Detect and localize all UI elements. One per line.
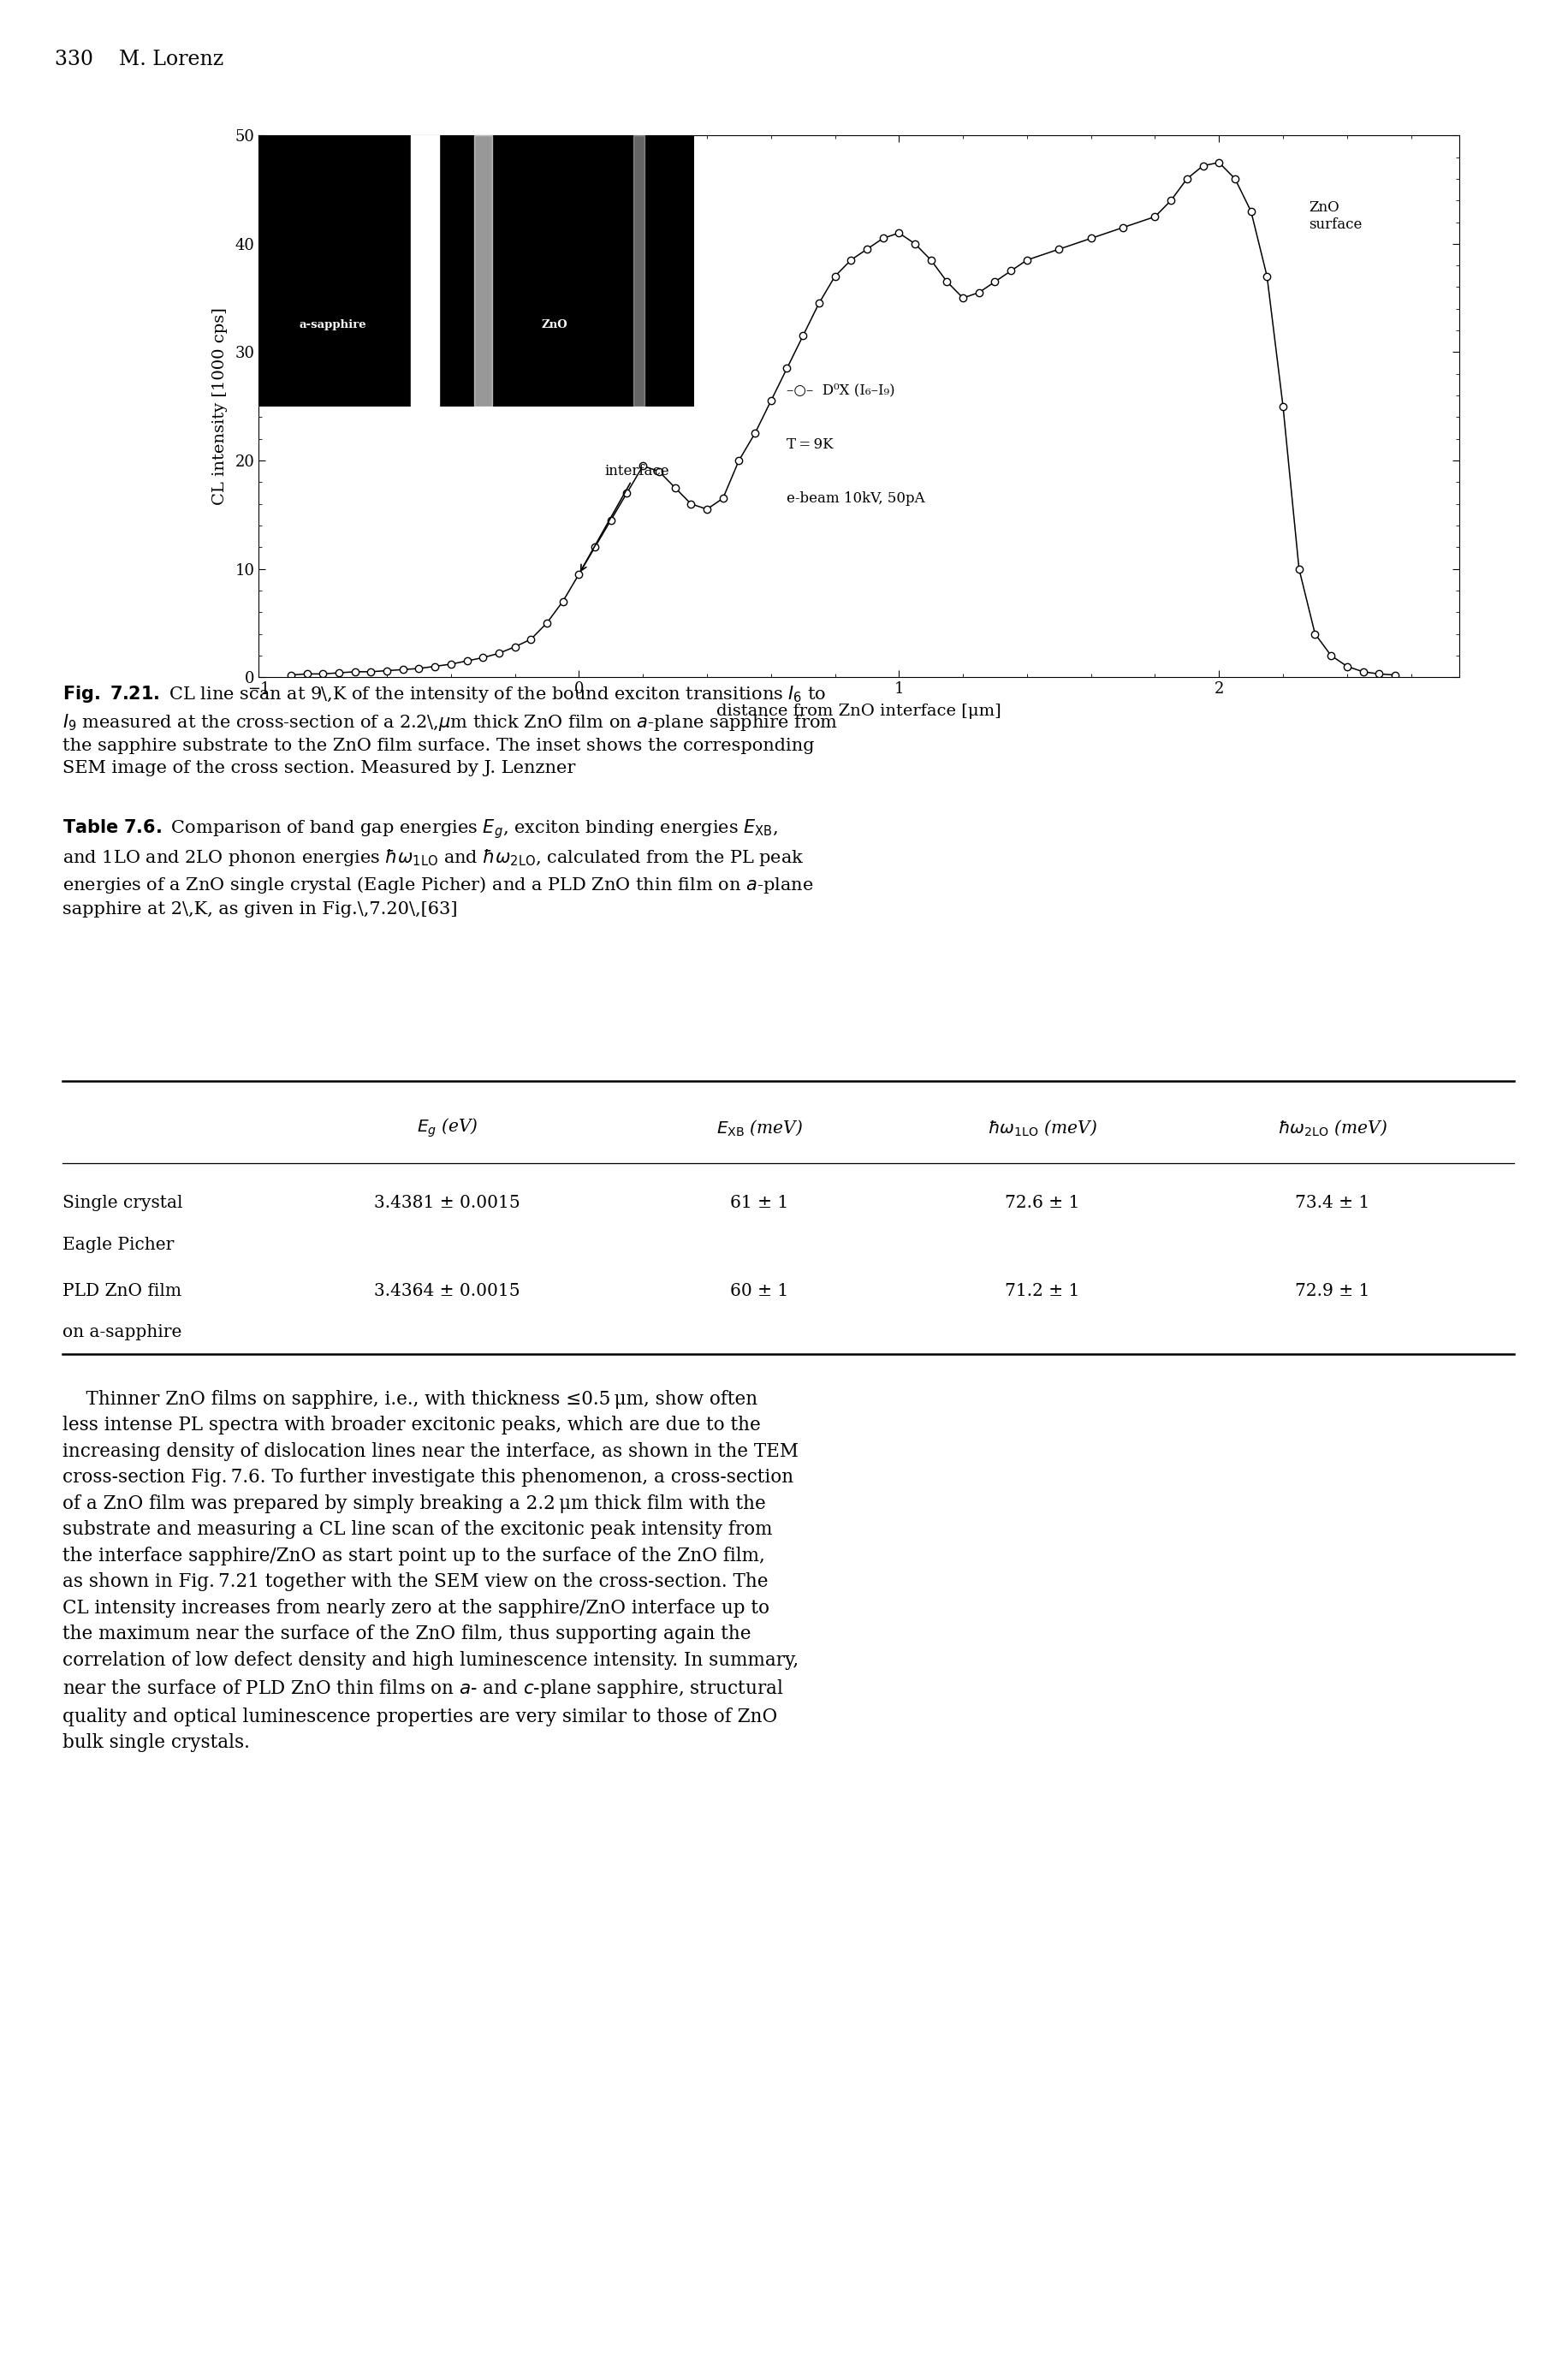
Text: $\hbar\omega_{\rm 1LO}$ (meV): $\hbar\omega_{\rm 1LO}$ (meV) <box>986 1117 1096 1138</box>
Text: on a-sapphire: on a-sapphire <box>63 1323 182 1340</box>
Text: a-sapphire: a-sapphire <box>299 318 367 330</box>
Text: Single crystal: Single crystal <box>63 1195 183 1212</box>
Text: Eagle Picher: Eagle Picher <box>63 1238 174 1252</box>
Y-axis label: CL intensity [1000 cps]: CL intensity [1000 cps] <box>212 307 227 506</box>
Text: 71.2 ± 1: 71.2 ± 1 <box>1005 1283 1079 1300</box>
Text: interface: interface <box>580 463 670 570</box>
Text: $E_g$ (eV): $E_g$ (eV) <box>417 1117 478 1138</box>
Text: –○–  D⁰X (I₆–I₉): –○– D⁰X (I₆–I₉) <box>787 383 895 397</box>
Text: PLD ZnO film: PLD ZnO film <box>63 1283 182 1300</box>
Text: T = 9K: T = 9K <box>787 437 833 451</box>
Text: $E_{\rm XB}$ (meV): $E_{\rm XB}$ (meV) <box>715 1117 803 1138</box>
Text: $\bf{Fig.\ 7.21.}$ CL line scan at 9\,K of the intensity of the bound exciton tr: $\bf{Fig.\ 7.21.}$ CL line scan at 9\,K … <box>63 684 837 777</box>
Text: $\hbar\omega_{\rm 2LO}$ (meV): $\hbar\omega_{\rm 2LO}$ (meV) <box>1276 1117 1386 1138</box>
Text: e-beam 10kV, 50pA: e-beam 10kV, 50pA <box>787 492 925 506</box>
Text: 3.4381 ± 0.0015: 3.4381 ± 0.0015 <box>375 1195 521 1212</box>
Text: 61 ± 1: 61 ± 1 <box>729 1195 789 1212</box>
Text: 330    M. Lorenz: 330 M. Lorenz <box>55 50 224 69</box>
Text: 3.4364 ± 0.0015: 3.4364 ± 0.0015 <box>375 1283 521 1300</box>
Text: 73.4 ± 1: 73.4 ± 1 <box>1295 1195 1369 1212</box>
Text: $\bf{Table\ 7.6.}$ Comparison of band gap energies $E_g$, exciton binding energi: $\bf{Table\ 7.6.}$ Comparison of band ga… <box>63 817 814 917</box>
Text: 72.6 ± 1: 72.6 ± 1 <box>1005 1195 1079 1212</box>
Text: ZnO
surface: ZnO surface <box>1308 200 1361 233</box>
X-axis label: distance from ZnO interface [μm]: distance from ZnO interface [μm] <box>717 703 1000 720</box>
Text: Thinner ZnO films on sapphire, i.e., with thickness ≤0.5 μm, show often
less int: Thinner ZnO films on sapphire, i.e., wit… <box>63 1390 798 1753</box>
Text: 72.9 ± 1: 72.9 ± 1 <box>1295 1283 1369 1300</box>
Text: 60 ± 1: 60 ± 1 <box>729 1283 789 1300</box>
Text: ZnO: ZnO <box>541 318 568 330</box>
